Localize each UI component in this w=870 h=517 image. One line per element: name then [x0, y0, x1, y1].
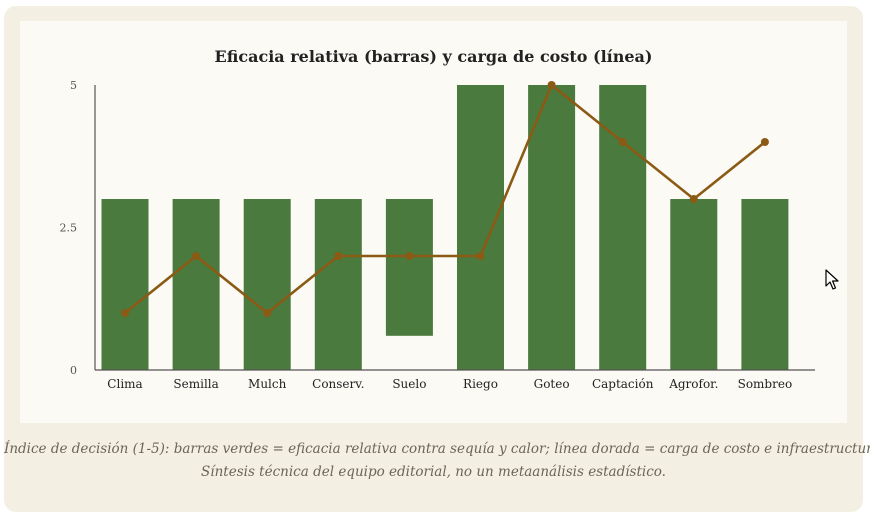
- x-tick-label-5: Riego: [463, 377, 498, 391]
- chart-panel: Eficacia relativa (barras) y carga de co…: [20, 21, 847, 423]
- x-tick-label-9: Sombreo: [738, 377, 793, 391]
- bar-2: [243, 199, 291, 370]
- cost-point-9: [760, 138, 769, 146]
- bar-4: [385, 199, 433, 336]
- y-tick-label-2: 5: [70, 79, 77, 92]
- chart-card: Eficacia relativa (barras) y carga de co…: [4, 6, 870, 512]
- x-tick-label-1: Semilla: [173, 377, 218, 391]
- cost-point-7: [618, 138, 627, 146]
- bar-3: [314, 199, 362, 370]
- chart-svg: 0 2.5 5 Clima Semilla Mulch Conserv. Suelo Riego…: [60, 79, 815, 391]
- x-tick-label-2: Mulch: [248, 377, 287, 391]
- caption-line-2: Síntesis técnica del equipo editorial, n…: [201, 464, 666, 480]
- cost-point-0: [121, 309, 129, 317]
- cost-point-5: [476, 252, 485, 260]
- bar-7: [599, 85, 647, 370]
- caption-line-1: Índice de decisión (1-5): barras verdes …: [4, 441, 870, 457]
- cost-point-4: [405, 252, 414, 260]
- bar-1: [172, 199, 220, 370]
- x-tick-label-4: Suelo: [392, 377, 426, 391]
- cost-point-3: [334, 252, 343, 260]
- cost-point-6: [547, 81, 556, 89]
- cost-point-8: [689, 195, 698, 203]
- chart-caption: Índice de decisión (1-5): barras verdes …: [4, 438, 870, 484]
- y-tick-label-1: 2.5: [60, 222, 78, 235]
- x-tick-label-3: Conserv.: [312, 377, 364, 391]
- cost-point-1: [192, 252, 201, 260]
- bar-5: [457, 85, 504, 370]
- bar-9: [741, 199, 789, 370]
- chart-title: Eficacia relativa (barras) y carga de co…: [214, 47, 653, 66]
- bar-8: [670, 199, 718, 370]
- bar-0: [101, 199, 149, 370]
- cost-line: [124, 83, 766, 315]
- x-tick-label-7: Captación: [592, 377, 654, 391]
- y-tick-label-0: 0: [70, 364, 77, 377]
- cost-point-2: [263, 309, 272, 317]
- x-tick-label-0: Clima: [107, 377, 142, 391]
- mouse-cursor-icon: [825, 269, 839, 290]
- bar-6: [528, 85, 576, 370]
- x-tick-label-6: Goteo: [534, 377, 570, 391]
- x-tick-label-8: Agrofor.: [668, 377, 718, 391]
